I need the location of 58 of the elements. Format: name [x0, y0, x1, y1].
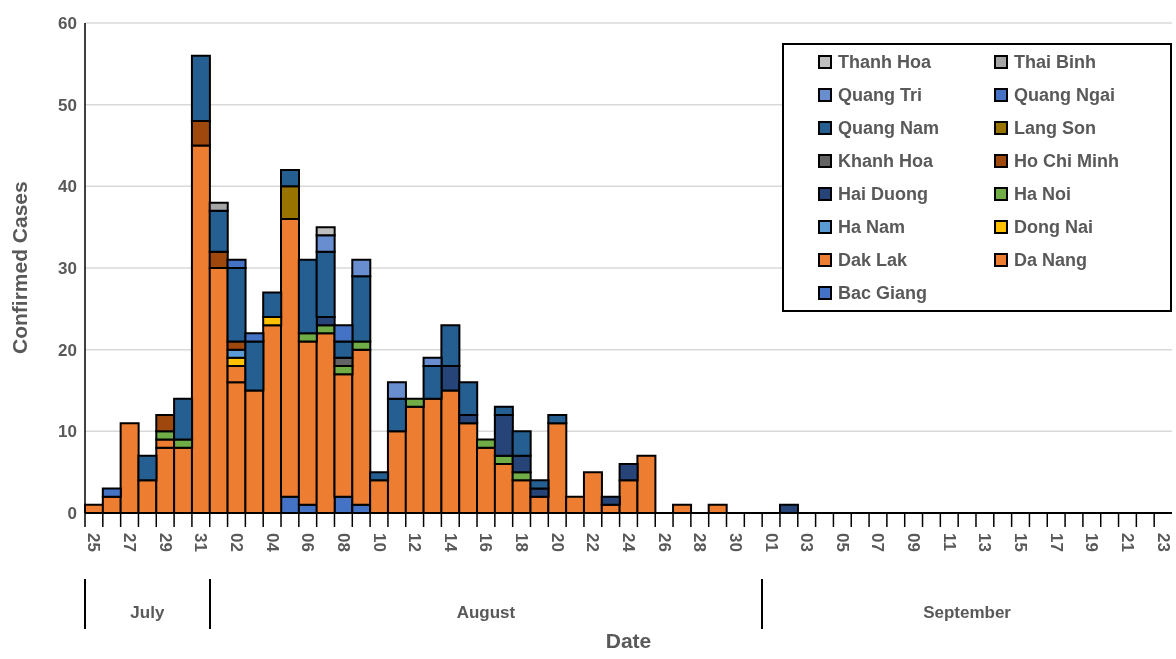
x-tick-label: 26: [654, 533, 674, 552]
x-tick-label: 08: [333, 533, 353, 552]
legend-label: Ho Chi Minh: [1013, 150, 1120, 172]
x-tick-label: 31: [191, 533, 211, 552]
legend-label: Quang Tri: [837, 84, 923, 106]
x-tick-label: 16: [476, 533, 496, 552]
x-tick-label: 21: [1117, 533, 1137, 552]
x-tick-label: 01: [761, 533, 781, 552]
legend-label: Ha Noi: [1013, 183, 1072, 205]
x-tick-label: 29: [155, 533, 175, 552]
x-tick-label: 17: [1046, 533, 1066, 552]
x-axis-title: Date: [604, 629, 653, 653]
x-tick-label: 24: [619, 533, 638, 553]
legend-label: Bac Giang: [837, 282, 929, 304]
y-axis-title: Confirmed Cases: [8, 180, 32, 357]
x-tick-label: 27: [120, 533, 140, 552]
x-tick-label: 18: [512, 533, 532, 552]
x-tick-label: 02: [226, 533, 246, 552]
text: August: [455, 603, 517, 623]
legend-label: Thai Binh: [1013, 51, 1097, 73]
x-tick-label: 06: [298, 533, 318, 552]
legend-label: Khanh Hoa: [837, 150, 934, 172]
legend-label: Lang Son: [1013, 117, 1097, 139]
y-tick-label: 50: [58, 95, 77, 115]
y-tick-label: 20: [58, 340, 77, 360]
y-tick-label: 10: [58, 422, 77, 442]
x-tick-label: 04: [262, 533, 282, 553]
legend-label: Dak Lak: [837, 249, 909, 271]
x-tick-label: 12: [405, 533, 425, 552]
y-tick-label: 60: [58, 14, 77, 34]
x-tick-label: 28: [690, 533, 710, 552]
legend-label: Thanh Hoa: [837, 51, 932, 73]
legend-label: Quang Nam: [837, 117, 940, 139]
legend-label: Dong Nai: [1013, 216, 1094, 238]
x-tick-label: 22: [583, 533, 603, 552]
x-tick-label: 13: [975, 533, 995, 552]
x-tick-label: 15: [1011, 533, 1031, 552]
legend-label: Quang Ngai: [1013, 84, 1116, 106]
legend-label: Da Nang: [1013, 249, 1088, 271]
x-tick-label: 20: [547, 533, 567, 552]
x-tick-label: 25: [84, 533, 104, 552]
x-tick-label: 03: [797, 533, 817, 552]
x-tick-label: 11: [939, 533, 959, 551]
x-tick-label: 30: [725, 533, 745, 552]
y-tick-label: 0: [67, 504, 77, 524]
legend-label: Hai Duong: [837, 183, 929, 205]
y-tick-label: 40: [58, 177, 77, 197]
x-tick-label: 07: [868, 533, 888, 552]
x-tick-label: 10: [369, 533, 389, 552]
x-tick-label: 05: [832, 533, 852, 552]
x-tick-label: 09: [904, 533, 924, 552]
text: July: [129, 603, 166, 623]
y-tick-label: 30: [58, 259, 77, 279]
x-tick-label: 23: [1153, 533, 1173, 552]
text: September: [922, 603, 1012, 623]
legend-label: Ha Nam: [837, 216, 907, 238]
x-tick-label: 19: [1082, 533, 1102, 552]
x-tick-label: 14: [440, 533, 460, 553]
